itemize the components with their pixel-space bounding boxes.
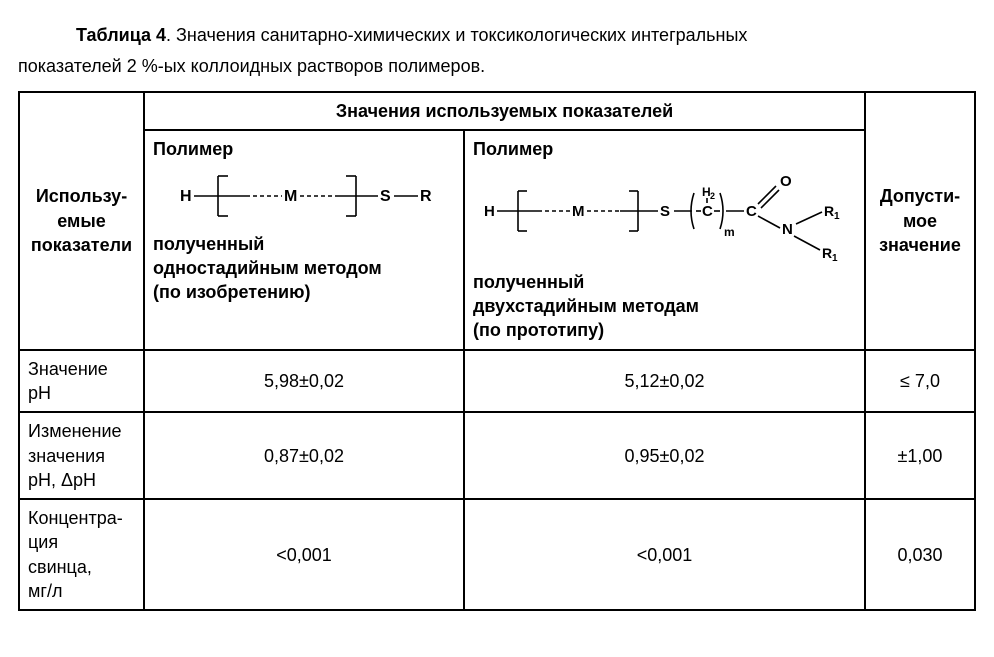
svg-text:O: O bbox=[780, 173, 792, 190]
svg-text:M: M bbox=[284, 188, 297, 205]
svg-text:C: C bbox=[746, 203, 757, 220]
data-table: Исполь­зу-емыепоказатели Значения исполь… bbox=[18, 91, 976, 611]
svg-text:R: R bbox=[822, 245, 832, 261]
svg-text:R: R bbox=[824, 203, 834, 219]
polymer1-label: Полимер bbox=[153, 137, 455, 161]
polymer2-desc: полученныйдвухстадийным методам(по прото… bbox=[473, 270, 856, 343]
row-label: Концентра-циясвинца,мг/л bbox=[19, 499, 144, 610]
polymer2-structure-icon: H M S bbox=[480, 166, 850, 266]
row-allowed: ±1,00 bbox=[865, 412, 975, 499]
svg-text:H: H bbox=[484, 203, 495, 220]
polymer1-desc: полученныйодностадийным методом(по изобр… bbox=[153, 232, 455, 305]
hdr-polymer2: Полимер H M bbox=[464, 130, 865, 349]
polymer2-label: Полимер bbox=[473, 137, 856, 161]
svg-text:1: 1 bbox=[832, 253, 838, 264]
table-row: ЗначениеpH 5,98±0,02 5,12±0,02 ≤ 7,0 bbox=[19, 350, 975, 413]
row-v1: 0,87±0,02 bbox=[144, 412, 464, 499]
svg-text:2: 2 bbox=[710, 191, 715, 201]
row-label: ИзменениезначенияpH, ΔpH bbox=[19, 412, 144, 499]
table-row: ИзменениезначенияpH, ΔpH 0,87±0,02 0,95±… bbox=[19, 412, 975, 499]
row-v1: <0,001 bbox=[144, 499, 464, 610]
row-allowed: 0,030 bbox=[865, 499, 975, 610]
row-v1: 5,98±0,02 bbox=[144, 350, 464, 413]
svg-text:S: S bbox=[380, 188, 391, 205]
row-v2: 0,95±0,02 bbox=[464, 412, 865, 499]
row-v2: 5,12±0,02 bbox=[464, 350, 865, 413]
svg-text:S: S bbox=[660, 203, 670, 220]
table-row: Концентра-циясвинца,мг/л <0,001 <0,001 0… bbox=[19, 499, 975, 610]
hdr-allowed: Допусти-моезначение bbox=[865, 92, 975, 349]
hdr-values-span: Значения используемых показателей bbox=[144, 92, 865, 130]
caption-lead: Таблица 4 bbox=[76, 25, 166, 45]
svg-text:H: H bbox=[180, 188, 192, 205]
svg-text:1: 1 bbox=[834, 211, 840, 222]
table-caption: Таблица 4. Значения санитарно-химических… bbox=[18, 20, 976, 81]
svg-text:N: N bbox=[782, 221, 793, 238]
hdr-polymer1: Полимер H M bbox=[144, 130, 464, 349]
caption-rest1: . Значения санитарно-химических и токсик… bbox=[166, 25, 747, 45]
svg-text:C: C bbox=[702, 203, 713, 220]
row-allowed: ≤ 7,0 bbox=[865, 350, 975, 413]
polymer1-structure-icon: H M S bbox=[174, 166, 434, 228]
hdr-params: Исполь­зу-емыепоказатели bbox=[19, 92, 144, 349]
caption-rest2: показателей 2 %-ых коллоидных растворов … bbox=[18, 56, 485, 76]
svg-text:m: m bbox=[724, 225, 735, 239]
row-v2: <0,001 bbox=[464, 499, 865, 610]
svg-text:M: M bbox=[572, 203, 585, 220]
row-label: ЗначениеpH bbox=[19, 350, 144, 413]
svg-text:R: R bbox=[420, 188, 432, 205]
